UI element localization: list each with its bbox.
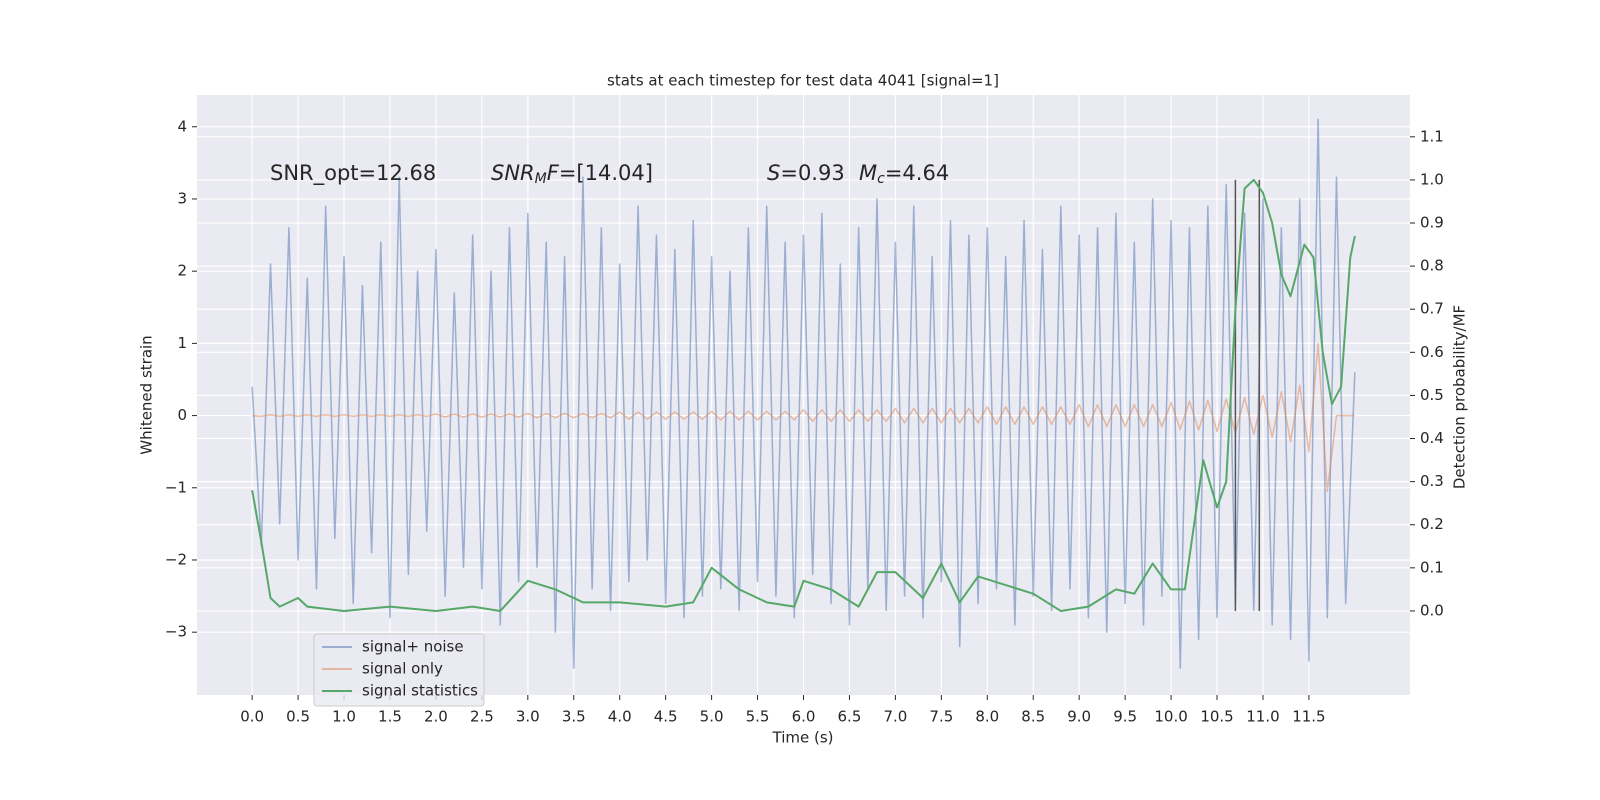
legend-label: signal only — [362, 660, 443, 678]
x-tick-label: 1.0 — [332, 708, 356, 726]
legend-box — [313, 633, 485, 707]
x-tick-label: 4.0 — [608, 708, 632, 726]
annotation-part: S — [767, 161, 780, 185]
annotation-part: =[14.04] — [559, 161, 653, 185]
x-tick-label: 4.5 — [654, 708, 678, 726]
y2-tick-label: 0.8 — [1420, 257, 1444, 275]
annotation-part: c — [877, 171, 885, 187]
y-tick-label: 2 — [177, 262, 187, 280]
annotation-part: =0.93 — [780, 161, 844, 185]
legend-label: signal+ noise — [362, 638, 464, 656]
y2-tick-label: 0.7 — [1420, 300, 1444, 318]
x-tick-label: 3.0 — [516, 708, 540, 726]
x-tick-label: 5.5 — [746, 708, 770, 726]
y2-tick-label: 0.3 — [1420, 472, 1444, 490]
y-tick-label: 1 — [177, 334, 187, 352]
annotation-part: M — [535, 171, 547, 187]
x-tick-label: 11.5 — [1292, 708, 1325, 726]
x-tick-label: 10.0 — [1154, 708, 1187, 726]
x-tick-label: 11.0 — [1246, 708, 1279, 726]
series-line — [251, 178, 1356, 612]
y-tick-label: 0 — [177, 406, 187, 424]
x-tick-label: 2.5 — [470, 708, 494, 726]
x-tick-label: 7.5 — [929, 708, 953, 726]
y2-tick-label: 0.9 — [1420, 214, 1444, 232]
x-tick-label: 10.5 — [1200, 708, 1233, 726]
x-tick-label: 9.0 — [1067, 708, 1091, 726]
x-tick-label: 0.0 — [240, 708, 264, 726]
series-line — [252, 342, 1355, 493]
annotation: SNRMF=[14.04] — [491, 161, 653, 187]
annotation: SNR_opt=12.68 — [270, 161, 436, 186]
legend-label: signal statistics — [362, 682, 478, 700]
y-tick-label: −3 — [165, 623, 187, 641]
series-line — [251, 118, 1356, 670]
annotation-part: M — [859, 161, 877, 185]
x-axis-label: Time (s) — [772, 729, 834, 747]
x-tick-label: 9.5 — [1113, 708, 1137, 726]
x-tick-label: 2.0 — [424, 708, 448, 726]
y2-tick-label: 1.0 — [1420, 170, 1444, 188]
chart-title: stats at each timestep for test data 404… — [607, 72, 999, 90]
y2-tick-label: 0.0 — [1420, 601, 1444, 619]
y-tick-label: 4 — [177, 117, 187, 135]
x-tick-label: 7.0 — [883, 708, 907, 726]
annotation-part: =4.64 — [885, 161, 949, 185]
x-tick-label: 1.5 — [378, 708, 402, 726]
x-tick-label: 0.5 — [286, 708, 310, 726]
x-tick-label: 8.5 — [1021, 708, 1045, 726]
x-tick-label: 5.0 — [700, 708, 724, 726]
annotation: S=0.93 — [767, 161, 845, 185]
annotation-part: SNR_opt=12.68 — [270, 161, 436, 186]
y2-tick-label: 0.1 — [1420, 558, 1444, 576]
y2-tick-label: 0.6 — [1420, 343, 1444, 361]
x-tick-label: 6.5 — [838, 708, 862, 726]
x-tick-label: 8.0 — [975, 708, 999, 726]
x-tick-label: 6.0 — [792, 708, 816, 726]
y-tick-label: 3 — [177, 189, 187, 207]
annotation-part: F — [547, 161, 560, 185]
x-tick-label: 3.5 — [562, 708, 586, 726]
y-tick-label: −2 — [165, 550, 187, 568]
y2-tick-label: 1.1 — [1420, 127, 1444, 145]
y-tick-label: −1 — [165, 478, 187, 496]
y2-tick-label: 0.4 — [1420, 429, 1444, 447]
annotation-part: SNR — [491, 161, 535, 185]
annotation: Mc=4.64 — [859, 161, 949, 187]
y2-tick-label: 0.5 — [1420, 386, 1444, 404]
legend: signal+ noise signal only signal statistic… — [313, 633, 485, 707]
y2-tick-label: 0.2 — [1420, 515, 1444, 533]
y-axis-label: Whitened strain — [138, 335, 156, 454]
y2-axis-label: Detection probability/MF — [1451, 305, 1469, 489]
